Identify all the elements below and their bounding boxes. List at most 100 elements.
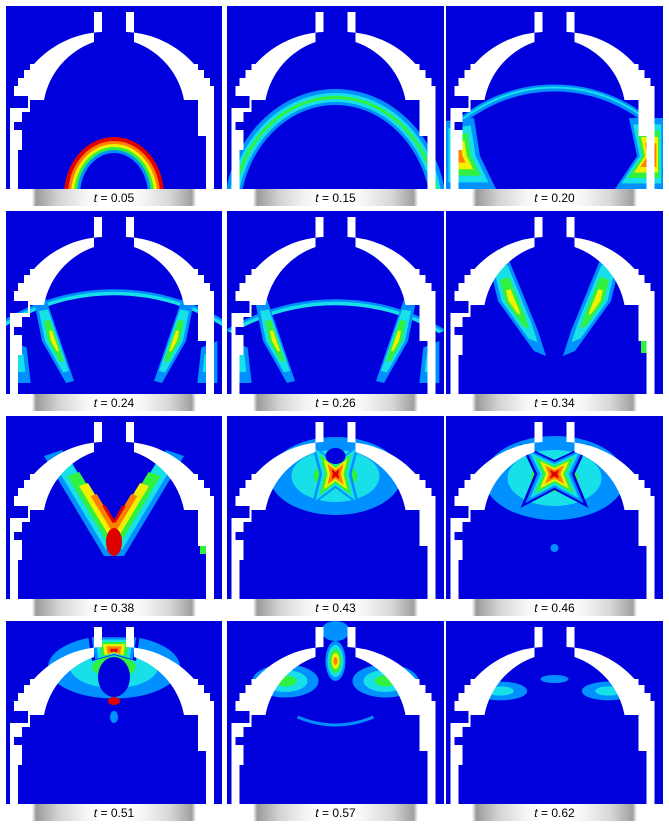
time-equals: = [97, 395, 111, 410]
time-value: 0.46 [551, 600, 575, 615]
time-variable: t [315, 190, 319, 205]
wall-column-left [231, 560, 240, 599]
caption-gradient-bar [446, 394, 663, 411]
wall-column-left [231, 355, 240, 394]
wall-notch [235, 532, 244, 540]
time-equals: = [97, 805, 111, 820]
dome-wall-left [231, 627, 324, 765]
field-void [325, 448, 346, 464]
dome-wall-left [10, 627, 102, 765]
time-caption: t = 0.20 [446, 189, 663, 206]
dome-wall-right [566, 627, 655, 804]
wall-notch [454, 122, 463, 130]
time-caption: t = 0.26 [227, 394, 444, 411]
field-contour [79, 483, 149, 536]
field-plot [6, 6, 222, 189]
time-caption: t = 0.15 [227, 189, 444, 206]
wall-column-left [10, 150, 18, 189]
time-label: t = 0.24 [6, 394, 222, 411]
time-variable: t [93, 190, 98, 205]
dome-wall-left [10, 217, 102, 355]
simulation-panel: t = 0.51 [6, 621, 222, 821]
field-contour [55, 461, 173, 550]
field-blob [540, 675, 569, 683]
field-plot [227, 621, 444, 804]
field-contour [391, 330, 401, 352]
time-label: t = 0.38 [6, 599, 222, 616]
wall-notch [14, 737, 22, 745]
caption-gradient-bar [446, 599, 663, 616]
field-contour [102, 505, 126, 523]
dome-wall-left [450, 12, 543, 150]
simulation-panel: t = 0.38 [6, 416, 222, 616]
field-contour [67, 472, 161, 543]
time-label: t = 0.46 [446, 599, 663, 616]
caption-gradient-bar [6, 189, 222, 206]
time-equals: = [97, 190, 111, 205]
field-blob [550, 544, 559, 552]
time-value: 0.24 [110, 395, 135, 410]
dome-wall-left [231, 217, 324, 355]
field-blob [321, 621, 350, 641]
time-value: 0.15 [332, 190, 356, 205]
time-equals: = [97, 600, 111, 615]
time-equals: = [318, 395, 333, 410]
time-label: t = 0.05 [6, 189, 222, 206]
field-contour [331, 469, 340, 480]
field-blob [110, 711, 118, 723]
wall-notch [14, 122, 22, 130]
caption-gradient-bar [6, 394, 222, 411]
shock-front [227, 301, 444, 337]
dome-wall-left [450, 422, 543, 560]
wall-column-left [450, 765, 459, 804]
wall-notch [235, 737, 244, 745]
simulation-panel: t = 0.43 [227, 416, 444, 616]
time-equals: = [537, 190, 552, 205]
time-variable: t [534, 395, 538, 410]
time-variable: t [534, 805, 538, 820]
field-plot [446, 6, 663, 189]
field-plot [6, 416, 222, 599]
dome-wall-left [231, 12, 324, 150]
field-hotspot [108, 697, 120, 705]
time-caption: t = 0.57 [227, 804, 444, 821]
caption-gradient-bar [446, 804, 663, 821]
field-wave [296, 715, 375, 727]
dome-wall-left [450, 627, 543, 765]
time-equals: = [318, 190, 333, 205]
wall-notch [14, 532, 22, 540]
wall-column-left [231, 150, 240, 189]
time-variable: t [93, 395, 98, 410]
time-label: t = 0.26 [227, 394, 444, 411]
simulation-panel: t = 0.46 [446, 416, 663, 616]
time-caption: t = 0.24 [6, 394, 222, 411]
time-label: t = 0.34 [446, 394, 663, 411]
dome-wall-left [231, 422, 324, 560]
wall-notch [454, 327, 463, 335]
time-equals: = [318, 600, 333, 615]
simulation-panel: t = 0.05 [6, 6, 222, 206]
time-value: 0.43 [332, 600, 356, 615]
time-value: 0.38 [110, 600, 135, 615]
dome-wall-right [347, 627, 436, 804]
time-value: 0.62 [551, 805, 575, 820]
field-plot [227, 211, 444, 394]
field-plot [446, 211, 663, 394]
time-variable: t [534, 600, 538, 615]
field-contour [506, 289, 521, 315]
wall-column-left [10, 560, 18, 599]
time-value: 0.05 [110, 190, 135, 205]
time-value: 0.20 [551, 190, 575, 205]
time-equals: = [537, 805, 552, 820]
wall-notch [235, 327, 244, 335]
time-equals: = [318, 805, 333, 820]
time-variable: t [315, 395, 319, 410]
dome-wall-left [10, 422, 102, 560]
field-plot [446, 621, 663, 804]
caption-gradient-bar [6, 804, 222, 821]
time-caption: t = 0.51 [6, 804, 222, 821]
time-value: 0.34 [551, 395, 575, 410]
caption-gradient-bar [6, 599, 222, 616]
wall-column-left [10, 355, 18, 394]
time-label: t = 0.57 [227, 804, 444, 821]
